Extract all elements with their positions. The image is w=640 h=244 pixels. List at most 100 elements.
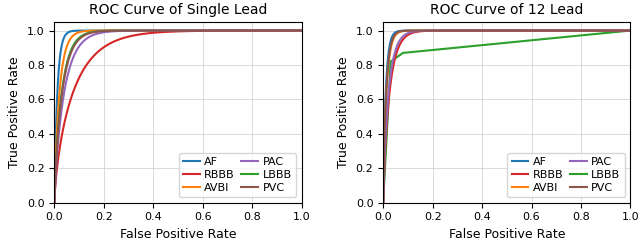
- AVBI: [298, 29, 305, 32]
- AVBI: [621, 29, 628, 32]
- RBBB: [170, 30, 177, 33]
- RBBB: [380, 201, 387, 204]
- PAC: [253, 29, 261, 32]
- AF: [185, 29, 193, 32]
- AVBI: [170, 29, 177, 32]
- AF: [51, 201, 58, 204]
- PAC: [497, 29, 504, 32]
- PVC: [198, 29, 205, 32]
- AVBI: [51, 201, 58, 204]
- LBBB: [627, 29, 634, 32]
- AVBI: [257, 29, 264, 32]
- AF: [292, 29, 300, 32]
- AVBI: [497, 29, 504, 32]
- PVC: [621, 29, 628, 32]
- Line: AVBI: AVBI: [54, 30, 301, 203]
- AVBI: [168, 29, 175, 32]
- AF: [514, 29, 522, 32]
- PVC: [253, 29, 261, 32]
- AF: [627, 29, 634, 32]
- PVC: [298, 29, 305, 32]
- Y-axis label: True Positive Rate: True Positive Rate: [8, 56, 21, 168]
- AVBI: [499, 29, 506, 32]
- PAC: [611, 29, 618, 32]
- PAC: [627, 29, 634, 32]
- Line: RBBB: RBBB: [54, 30, 301, 203]
- RBBB: [292, 29, 300, 32]
- RBBB: [168, 30, 175, 33]
- LBBB: [292, 29, 300, 32]
- LBBB: [497, 42, 504, 45]
- PVC: [497, 29, 504, 32]
- RBBB: [198, 30, 205, 32]
- RBBB: [527, 29, 534, 32]
- AVBI: [184, 29, 192, 32]
- AF: [527, 29, 534, 32]
- PVC: [380, 201, 387, 204]
- AF: [298, 29, 305, 32]
- PAC: [51, 201, 58, 204]
- PAC: [184, 29, 192, 32]
- PVC: [499, 29, 506, 32]
- Line: LBBB: LBBB: [383, 30, 630, 203]
- Line: PAC: PAC: [383, 30, 630, 203]
- AF: [497, 29, 505, 32]
- LBBB: [51, 201, 58, 204]
- RBBB: [298, 29, 305, 32]
- RBBB: [499, 29, 506, 32]
- LBBB: [198, 29, 205, 32]
- LBBB: [168, 29, 175, 32]
- AF: [380, 201, 387, 204]
- Line: PAC: PAC: [54, 30, 301, 203]
- AVBI: [292, 29, 300, 32]
- PVC: [514, 29, 522, 32]
- PVC: [582, 29, 590, 32]
- PAC: [582, 29, 589, 32]
- AVBI: [511, 29, 519, 32]
- PAC: [298, 29, 305, 32]
- AF: [198, 29, 206, 32]
- AVBI: [380, 201, 387, 204]
- AVBI: [198, 29, 205, 32]
- LBBB: [621, 30, 628, 33]
- LBBB: [253, 29, 261, 32]
- AF: [621, 29, 628, 32]
- PVC: [170, 29, 177, 32]
- Legend: AF, RBBB, AVBI, PAC, LBBB, PVC: AF, RBBB, AVBI, PAC, LBBB, PVC: [508, 152, 625, 197]
- LBBB: [170, 29, 177, 32]
- PAC: [380, 201, 387, 204]
- RBBB: [621, 29, 628, 32]
- AF: [168, 29, 176, 32]
- PAC: [499, 29, 506, 32]
- PAC: [170, 29, 177, 32]
- Y-axis label: True Positive Rate: True Positive Rate: [337, 56, 350, 168]
- AF: [483, 29, 490, 32]
- AVBI: [514, 29, 522, 32]
- AVBI: [582, 29, 590, 32]
- LBBB: [298, 29, 305, 32]
- Legend: AF, RBBB, AVBI, PAC, LBBB, PVC: AF, RBBB, AVBI, PAC, LBBB, PVC: [179, 152, 296, 197]
- LBBB: [184, 29, 192, 32]
- PVC: [168, 29, 175, 32]
- LBBB: [527, 39, 534, 42]
- LBBB: [499, 42, 506, 45]
- PVC: [51, 201, 58, 204]
- RBBB: [513, 29, 521, 32]
- RBBB: [582, 29, 589, 32]
- LBBB: [380, 201, 387, 204]
- PVC: [627, 29, 634, 32]
- AF: [582, 29, 590, 32]
- PAC: [168, 29, 175, 32]
- RBBB: [627, 29, 634, 32]
- Line: PVC: PVC: [383, 30, 630, 203]
- Line: AF: AF: [383, 30, 630, 203]
- LBBB: [513, 40, 521, 43]
- PAC: [621, 29, 628, 32]
- PVC: [184, 29, 192, 32]
- AF: [170, 29, 178, 32]
- AF: [253, 29, 261, 32]
- Line: AVBI: AVBI: [383, 30, 630, 203]
- Title: ROC Curve of 12 Lead: ROC Curve of 12 Lead: [430, 3, 584, 17]
- PAC: [513, 29, 521, 32]
- PVC: [292, 29, 300, 32]
